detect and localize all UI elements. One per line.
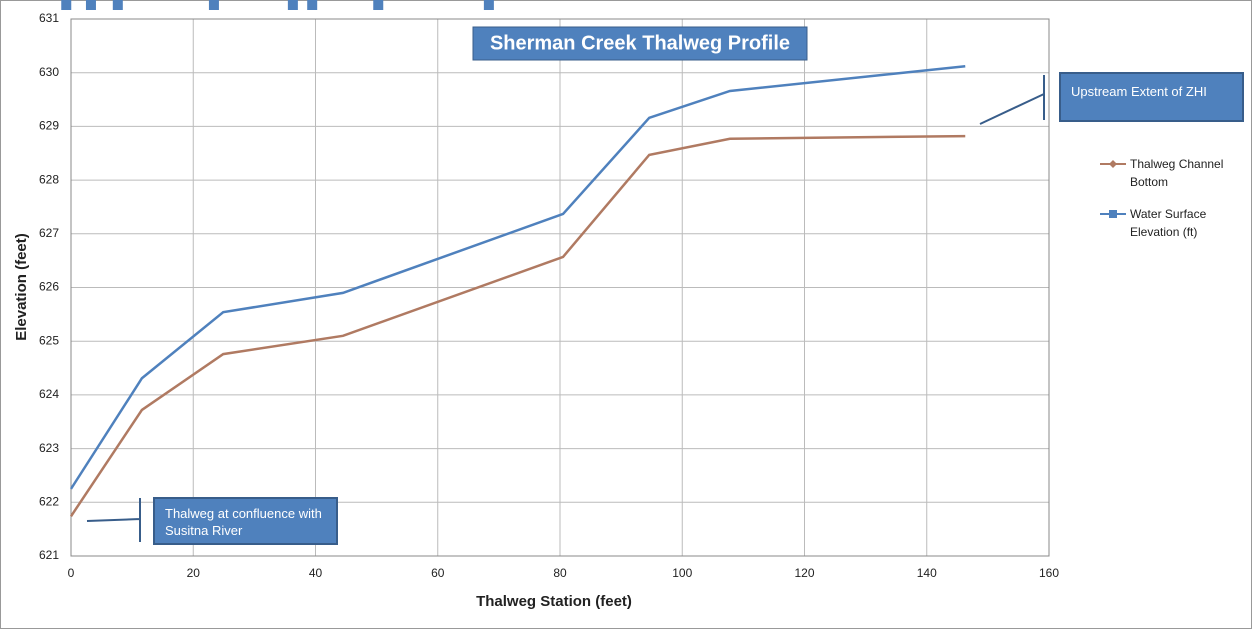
y-tick-label: 626 (39, 280, 59, 294)
legend: Thalweg Channel Bottom Water Surface Elev… (1100, 155, 1240, 255)
x-tick-label: 0 (68, 566, 75, 580)
grid (70, 18, 1050, 557)
annotation: Thalweg at confluence with Susitna River (153, 497, 338, 545)
y-tick-label: 628 (39, 172, 59, 186)
y-tick-label: 625 (39, 333, 59, 347)
legend-item: Thalweg Channel Bottom (1100, 155, 1240, 191)
y-tick-label: 621 (39, 548, 59, 562)
plot-area (70, 18, 1050, 557)
title-box (472, 26, 808, 61)
y-tick-label: 624 (39, 387, 59, 401)
legend-marker (1109, 160, 1117, 168)
legend-swatch (1100, 210, 1126, 218)
leader-line (86, 498, 141, 542)
legend-swatch (1100, 160, 1126, 168)
marker (208, 0, 219, 10)
series-line (69, 134, 966, 517)
x-tick-label: 40 (309, 566, 323, 580)
y-axis-label: Elevation (feet) (13, 233, 30, 341)
y-tick-label: 623 (39, 441, 59, 455)
marker (483, 0, 494, 10)
x-tick-label: 140 (917, 566, 937, 580)
x-tick-label: 20 (187, 566, 201, 580)
y-tick-label: 631 (39, 11, 59, 25)
x-tick-label: 60 (431, 566, 445, 580)
legend-label: Thalweg Channel Bottom (1130, 157, 1224, 189)
y-tick-label: 630 (39, 65, 59, 79)
legend-marker (1109, 210, 1117, 218)
legend-item: Water Surface Elevation (ft) (1100, 205, 1240, 241)
marker (61, 0, 72, 10)
y-tick-label: 629 (39, 119, 59, 133)
x-tick-label: 100 (672, 566, 692, 580)
marker (307, 0, 318, 10)
series-line (69, 65, 966, 490)
chart-title: Sherman Creek Thalweg Profile (490, 32, 790, 54)
marker (112, 0, 123, 10)
y-tick-label: 627 (39, 226, 59, 240)
legend-label: Water Surface Elevation (ft) (1130, 207, 1207, 239)
marker (287, 0, 298, 10)
x-axis-label: Thalweg Station (feet) (476, 593, 632, 610)
annotation: Upstream Extent of ZHI (1059, 72, 1244, 122)
x-tick-label: 120 (794, 566, 814, 580)
marker (373, 0, 384, 10)
leader-line (979, 75, 1045, 125)
x-tick-label: 160 (1039, 566, 1059, 580)
marker (85, 0, 96, 10)
y-tick-label: 622 (39, 494, 59, 508)
x-tick-label: 80 (553, 566, 567, 580)
